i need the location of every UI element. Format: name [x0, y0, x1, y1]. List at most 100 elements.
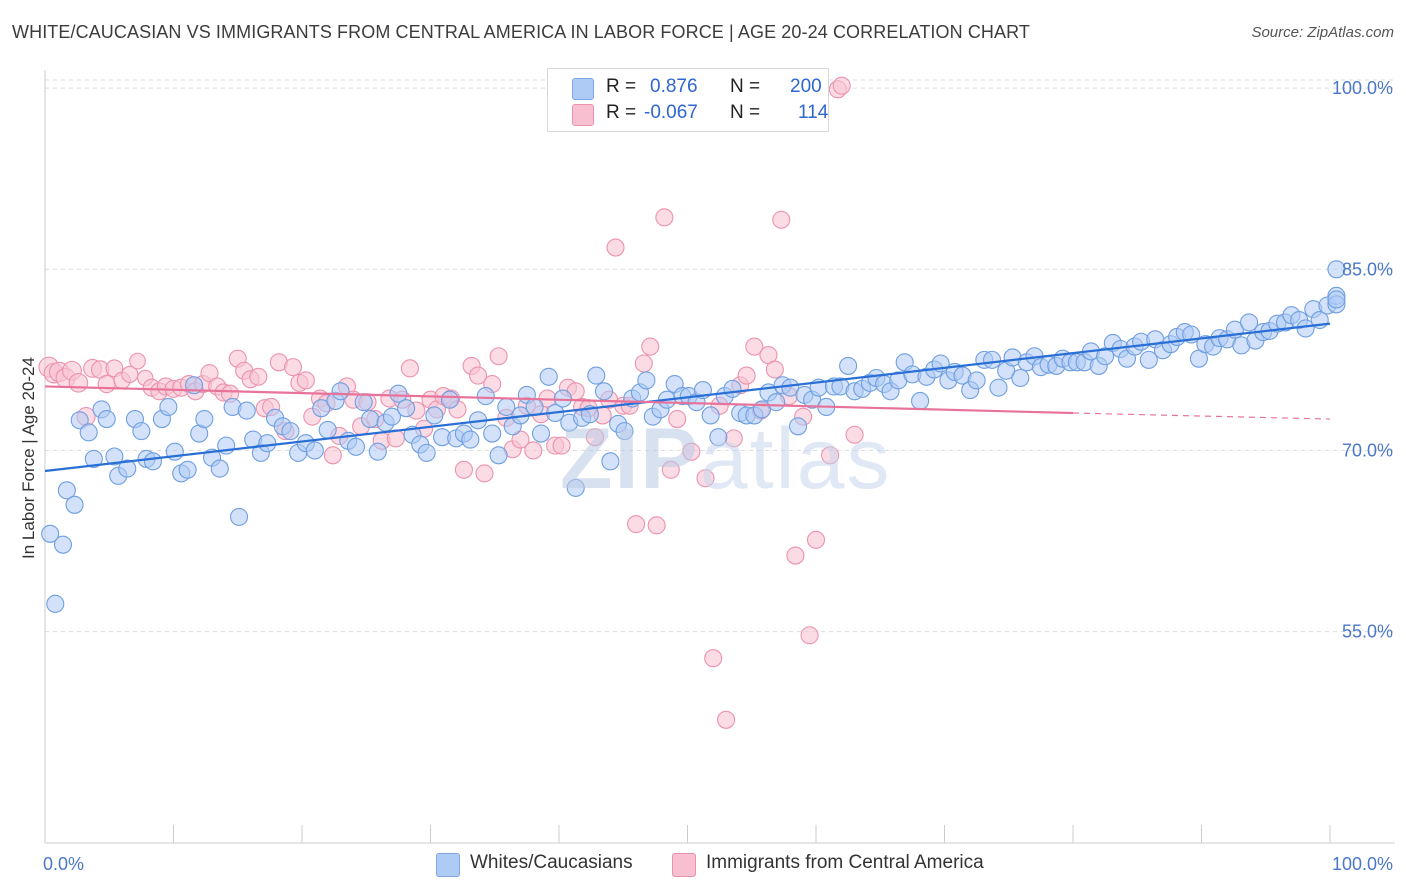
data-point-immigrants — [249, 367, 268, 386]
data-point-whites — [425, 406, 444, 425]
y-tick-label: 70.0% — [1342, 440, 1393, 460]
y-tick-label: 100.0% — [1332, 78, 1393, 98]
data-point-whites — [594, 382, 614, 401]
data-point-whites — [397, 399, 416, 418]
data-point-immigrants — [552, 436, 571, 455]
trend-line-immigrants — [44, 385, 1074, 415]
data-point-immigrants — [627, 515, 646, 534]
data-point-whites — [911, 391, 930, 410]
data-point-immigrants — [400, 359, 419, 378]
data-point-immigrants — [129, 352, 146, 370]
data-point-whites — [1011, 368, 1030, 388]
data-point-whites — [1327, 260, 1346, 279]
data-point-whites — [132, 422, 151, 441]
data-point-whites — [354, 393, 373, 412]
data-point-whites — [65, 495, 84, 514]
data-point-immigrants — [765, 360, 784, 379]
data-point-immigrants — [68, 373, 89, 393]
data-point-whites — [1239, 313, 1259, 332]
data-point-whites — [159, 397, 178, 417]
legend-r-value: 0.876 — [650, 76, 698, 97]
data-point-immigrants — [696, 469, 715, 488]
data-point-whites — [305, 441, 324, 460]
data-point-whites — [312, 399, 331, 418]
data-point-whites — [615, 422, 634, 441]
x-tick-label-max: 100.0% — [1332, 854, 1393, 874]
tick-labels: 55.0% 70.0% 85.0% 100.0% 0.0% 100.0% — [43, 78, 1393, 874]
bottom-legend-swatch-immigrants — [672, 853, 696, 877]
data-point-whites — [70, 411, 89, 430]
data-point-immigrants — [786, 546, 805, 565]
data-point-whites — [788, 417, 808, 436]
data-point-immigrants — [661, 460, 680, 479]
x-tick-label-min: 0.0% — [43, 854, 84, 874]
data-point-whites — [767, 393, 786, 412]
data-point-immigrants — [606, 238, 625, 257]
data-point-immigrants — [832, 76, 851, 95]
data-point-immigrants — [511, 430, 530, 449]
data-point-whites — [989, 378, 1008, 397]
data-point-whites — [118, 459, 137, 478]
data-point-whites — [1139, 350, 1158, 369]
data-point-whites — [46, 594, 65, 613]
legend-r-label: R = — [606, 102, 637, 123]
data-point-immigrants — [200, 364, 219, 383]
trend-line-immigrants-extrapolated — [1072, 412, 1331, 420]
data-point-whites — [1327, 290, 1346, 309]
data-point-whites — [361, 410, 380, 429]
legend-n-label: N = — [730, 102, 761, 123]
axes — [44, 70, 1395, 844]
data-point-immigrants — [821, 446, 840, 465]
data-point-immigrants — [489, 347, 508, 366]
legend-n-value: 200 — [790, 76, 822, 97]
data-point-whites — [440, 390, 459, 409]
data-point-whites — [637, 371, 656, 390]
legend-r-label: R = — [606, 76, 637, 97]
data-point-whites — [461, 430, 480, 449]
legend-r-value: -0.067 — [644, 102, 698, 123]
data-point-whites — [982, 350, 1002, 369]
legend-swatch-whites — [572, 78, 594, 100]
chart-title: WHITE/CAUCASIAN VS IMMIGRANTS FROM CENTR… — [12, 22, 1031, 42]
legend-n-value: 114 — [798, 102, 829, 123]
data-point-whites — [331, 382, 350, 401]
data-point-immigrants — [737, 366, 756, 385]
data-point-whites — [237, 401, 256, 420]
bottom-legend-label-whites: Whites/Caucasians — [470, 852, 633, 873]
data-point-whites — [318, 420, 337, 439]
data-point-immigrants — [468, 366, 488, 385]
trend-line-whites — [44, 322, 1331, 473]
data-point-whites — [41, 524, 60, 543]
data-point-whites — [723, 379, 742, 398]
data-point-immigrants — [97, 374, 116, 394]
data-point-whites — [566, 478, 585, 497]
data-point-whites — [709, 428, 728, 447]
data-point-whites — [229, 507, 249, 526]
data-point-whites — [417, 443, 436, 462]
data-point-whites — [84, 449, 103, 468]
legend-swatch-immigrants — [572, 104, 594, 126]
data-point-whites — [346, 437, 366, 456]
data-point-immigrants — [524, 441, 543, 460]
data-point-whites — [105, 447, 124, 466]
y-tick-label: 55.0% — [1342, 622, 1393, 642]
data-point-whites — [701, 406, 720, 425]
data-point-immigrants — [745, 337, 764, 356]
y-axis-label: In Labor Force | Age 20-24 — [19, 357, 38, 559]
data-point-whites — [587, 366, 606, 385]
watermark-atlas: atlas — [699, 411, 892, 507]
data-point-whites — [601, 452, 620, 471]
data-point-immigrants — [121, 365, 139, 383]
data-point-whites — [97, 410, 116, 429]
source-label: Source: ZipAtlas.com — [1251, 24, 1394, 41]
data-point-immigrants — [668, 410, 687, 429]
data-point-immigrants — [800, 626, 819, 645]
data-point-whites — [531, 424, 551, 443]
data-point-whites — [79, 423, 98, 442]
data-point-immigrants — [655, 208, 674, 227]
data-point-whites — [476, 387, 495, 406]
data-point-whites — [258, 434, 277, 453]
data-point-whites — [539, 367, 558, 386]
data-point-whites — [839, 356, 858, 375]
